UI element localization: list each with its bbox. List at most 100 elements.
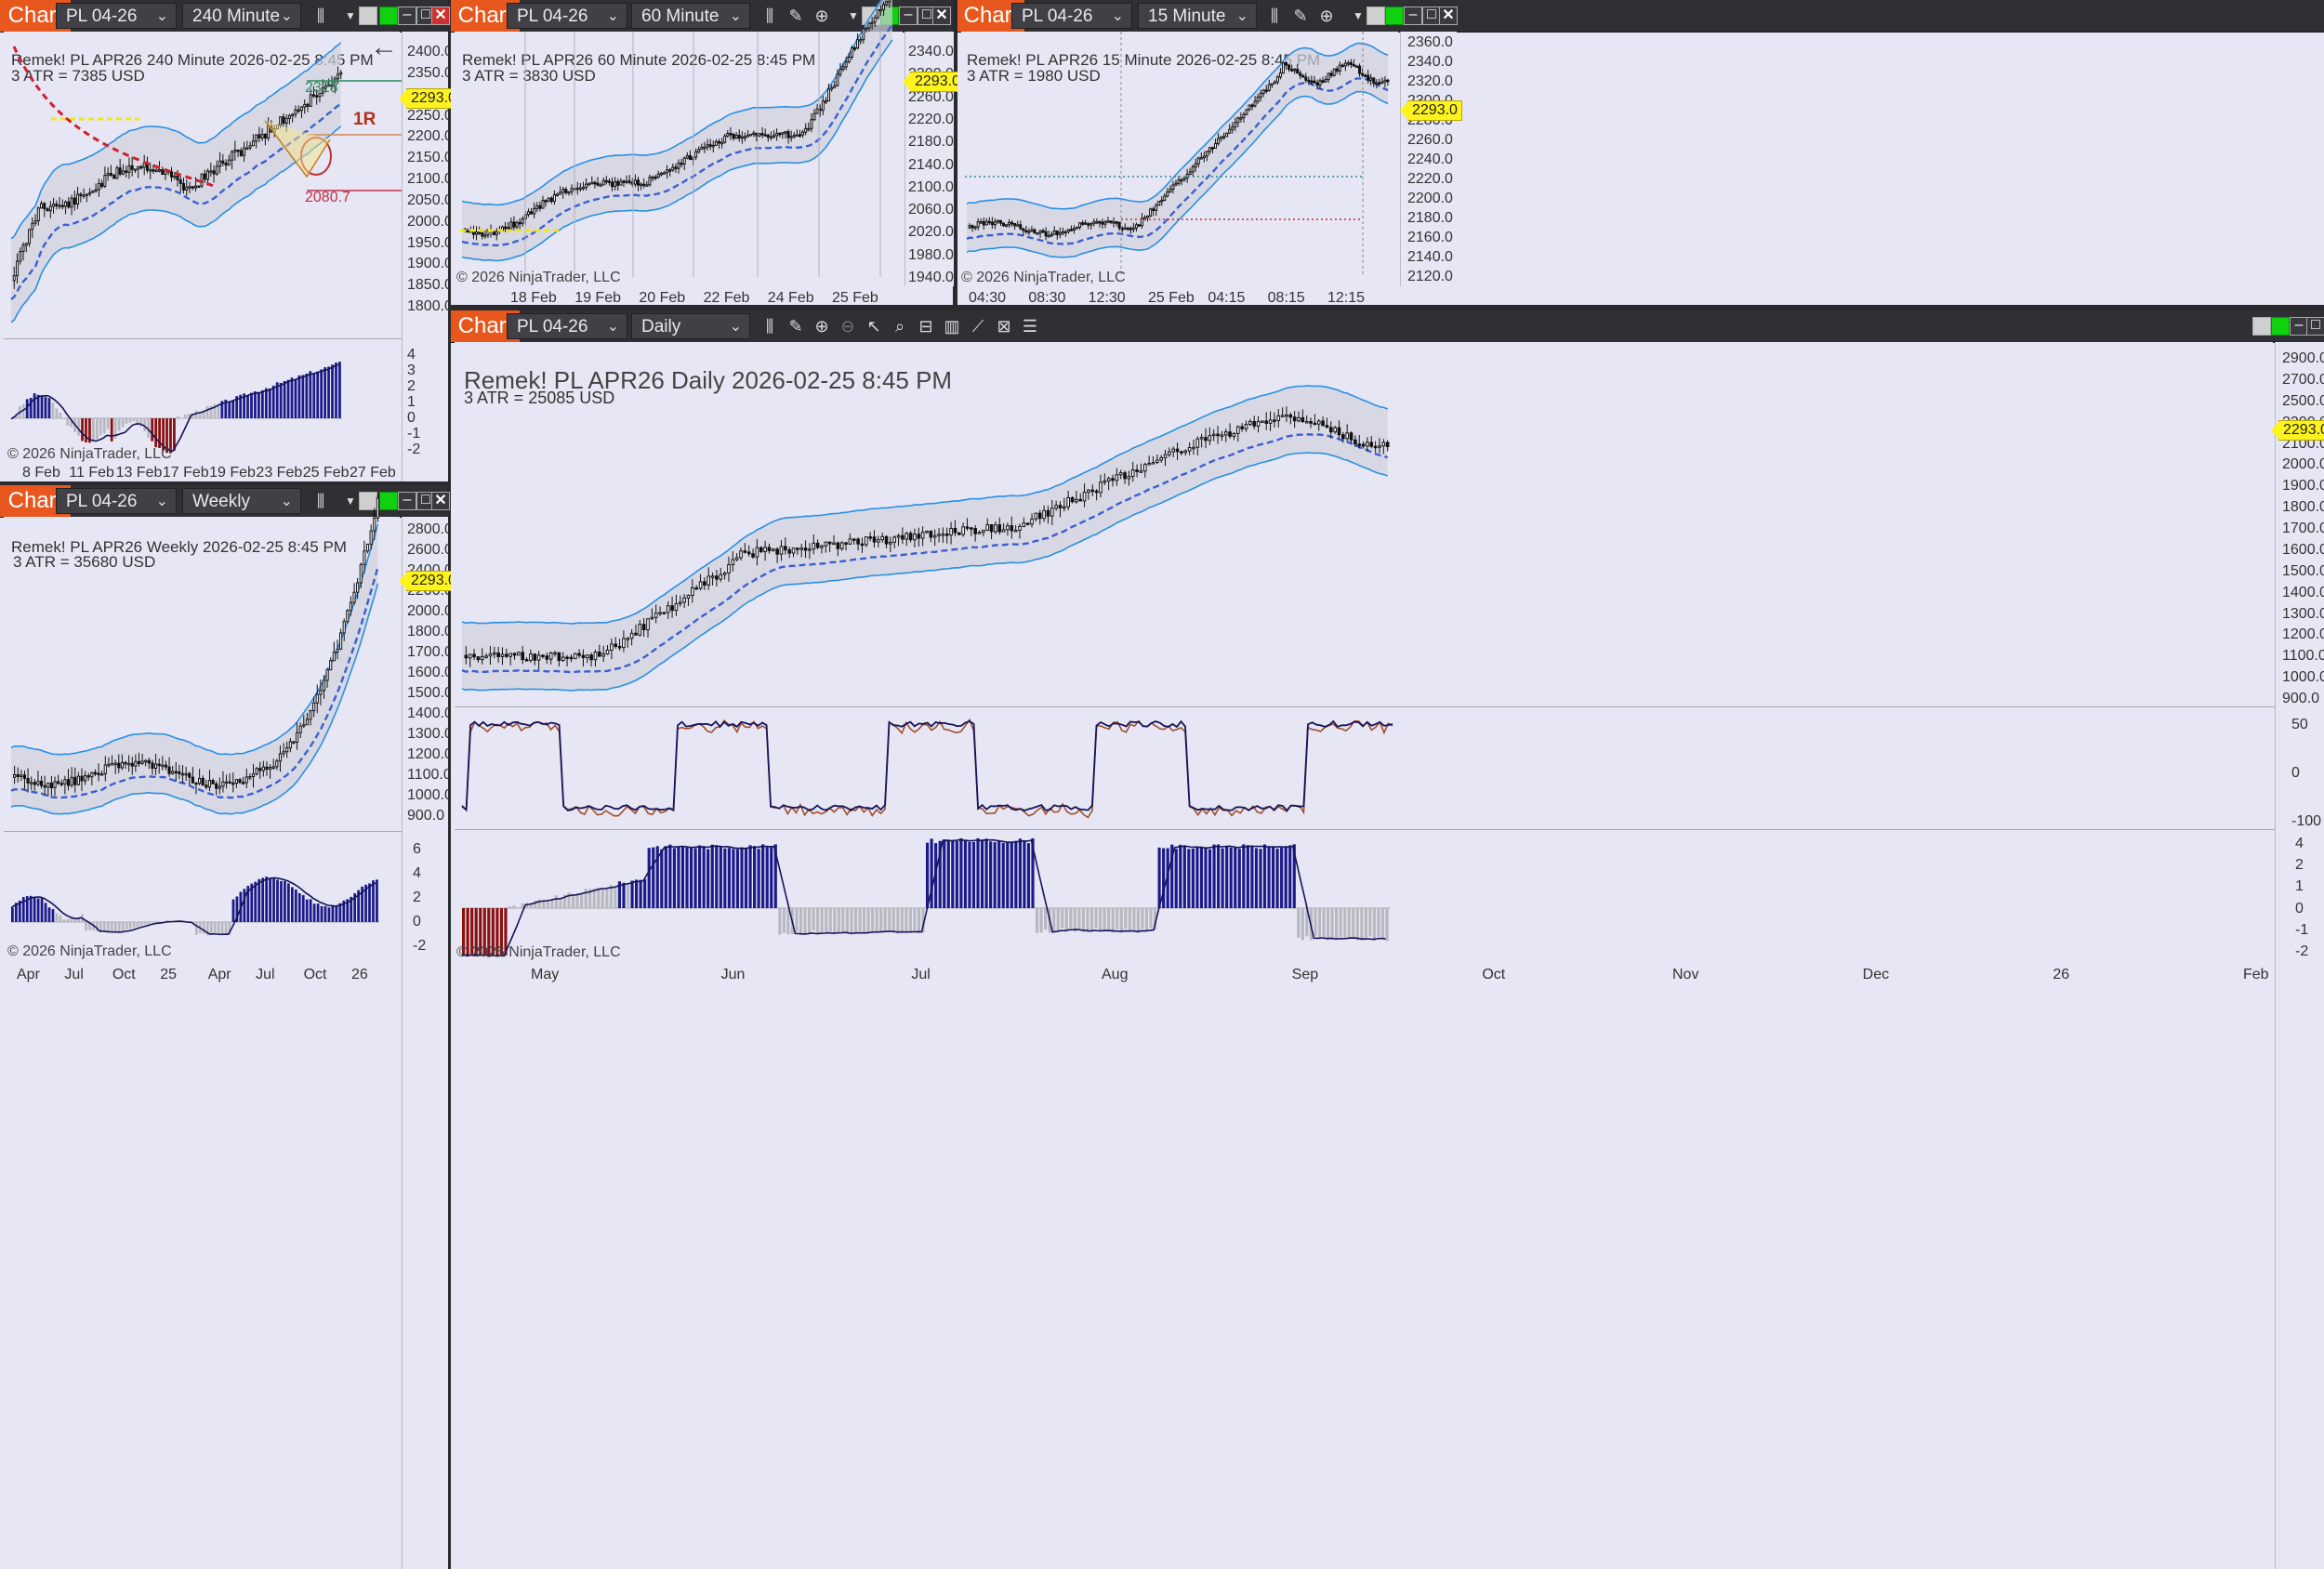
draw-pencil-icon[interactable]: ✎ [788, 7, 803, 25]
maximize-button[interactable]: □ [2306, 317, 2324, 336]
histogram-bar [626, 884, 630, 908]
bar-type-icon[interactable]: ⫼ [765, 7, 774, 25]
close-button[interactable]: ✕ [431, 7, 450, 25]
candle-body [373, 517, 376, 532]
dropdown-arrow-icon[interactable]: ▼ [1353, 9, 1364, 22]
candle-body [873, 17, 877, 23]
draw-pencil-icon[interactable]: ✎ [1293, 7, 1308, 25]
link-button[interactable] [2271, 317, 2290, 336]
candle-body [593, 181, 597, 185]
candle-body [1316, 420, 1321, 425]
histogram-bar [177, 415, 179, 418]
link-button[interactable] [379, 492, 398, 510]
bar-type-icon[interactable]: ⫼ [316, 7, 325, 25]
atr-label: 3 ATR = 25085 USD [464, 389, 615, 407]
y-axis-tick: 50 [2291, 717, 2308, 732]
candle-body [767, 547, 772, 551]
y-axis-tick: 900.0 [2282, 691, 2320, 706]
histogram-bar [732, 849, 735, 908]
histogram-bar [1006, 842, 1010, 908]
maximize-button[interactable]: □ [416, 7, 435, 25]
close-button[interactable]: ✕ [932, 7, 951, 25]
close-button[interactable]: ✕ [1439, 7, 1458, 25]
gray-toggle-button[interactable] [2252, 317, 2271, 336]
histogram-bar [1317, 908, 1322, 939]
strategies-icon[interactable]: ⟋ [971, 317, 984, 336]
histogram-bar [139, 418, 143, 428]
gray-toggle-button[interactable] [1367, 7, 1385, 25]
zoom-out-icon[interactable]: ⊖ [840, 317, 855, 336]
candle-body [248, 145, 252, 149]
interval-select[interactable]: 240 Minute ⌄ [182, 3, 301, 29]
properties-icon[interactable]: ⊟ [918, 317, 933, 336]
draw-pencil-icon[interactable]: ✎ [788, 317, 803, 336]
histogram-bar [275, 382, 279, 418]
bar-type-icon[interactable]: ⫼ [765, 317, 774, 336]
candle-body [1378, 82, 1381, 85]
candle-body [1264, 89, 1268, 92]
histogram-bar [110, 418, 113, 442]
pointer-icon[interactable]: ↖ [866, 317, 881, 336]
histogram-bar [491, 908, 495, 956]
interval-select[interactable]: 15 Minute ⌄ [1138, 3, 1257, 29]
templates-icon[interactable]: ⊠ [997, 317, 1011, 336]
interval-select[interactable]: 60 Minute ⌄ [631, 3, 750, 29]
instrument-select[interactable]: PL 04-26 ⌄ [56, 3, 177, 29]
candle-body [1070, 496, 1075, 503]
volatility-cloud [11, 42, 341, 323]
candle-body [682, 157, 686, 165]
candle-body [1210, 147, 1214, 150]
dropdown-arrow-icon[interactable]: ▼ [345, 494, 356, 508]
zoom-icon[interactable]: ⊕ [1319, 7, 1334, 25]
candle-body [476, 656, 481, 661]
y-axis-tick: 2800.0 [407, 521, 453, 537]
link-button[interactable] [1385, 7, 1404, 25]
candle-body [862, 28, 865, 41]
histogram-bar [816, 908, 820, 935]
candle-body [706, 575, 711, 586]
dropdown-arrow-icon[interactable]: ▼ [848, 9, 859, 22]
minimize-button[interactable]: – [398, 492, 416, 510]
candle-body [1355, 65, 1359, 69]
histogram-bar [891, 908, 895, 932]
link-button[interactable] [379, 7, 398, 25]
instrument-select[interactable]: PL 04-26 ⌄ [507, 313, 627, 339]
histogram-bar [926, 842, 930, 908]
interval-select[interactable]: Weekly ⌄ [182, 488, 301, 514]
candle-body [1378, 445, 1381, 448]
list-icon[interactable]: ☰ [1022, 317, 1038, 336]
instrument-select[interactable]: PL 04-26 ⌄ [507, 3, 627, 29]
minimize-button[interactable]: – [398, 7, 416, 25]
candle-body [859, 39, 863, 42]
histogram-bar [773, 844, 777, 908]
candle-body [282, 116, 285, 125]
data-box-icon[interactable]: ⌕ [894, 317, 905, 336]
candle-body [149, 169, 152, 172]
instrument-select[interactable]: PL 04-26 ⌄ [1011, 3, 1132, 29]
candle-body [1187, 447, 1192, 452]
minimize-button[interactable]: – [899, 7, 918, 25]
zoom-icon[interactable]: ⊕ [814, 7, 829, 25]
candle-body [784, 546, 787, 551]
indicators-icon[interactable]: ▥ [944, 317, 960, 336]
candle-body [820, 545, 824, 548]
dropdown-arrow-icon[interactable]: ▼ [345, 9, 356, 22]
interval-select[interactable]: Daily ⌄ [631, 313, 750, 339]
histogram-bar [799, 908, 803, 936]
bar-type-icon[interactable]: ⫼ [316, 492, 325, 510]
candle-body [860, 543, 865, 547]
close-button[interactable]: ✕ [431, 492, 450, 510]
histogram-bar [51, 402, 55, 418]
candle-body [142, 163, 146, 168]
candle-body [698, 581, 703, 589]
histogram-bar [858, 908, 862, 931]
candle-body [1005, 224, 1009, 227]
instrument-select[interactable]: PL 04-26 ⌄ [56, 488, 177, 514]
zoom-in-icon[interactable]: ⊕ [814, 317, 829, 336]
gray-toggle-button[interactable] [359, 7, 377, 25]
candle-body [1204, 437, 1208, 442]
bar-type-icon[interactable]: ⫼ [1270, 7, 1279, 25]
back-arrow-icon[interactable]: ← [370, 32, 398, 62]
minimize-button[interactable]: – [1404, 7, 1422, 25]
histogram-bar [198, 412, 202, 418]
